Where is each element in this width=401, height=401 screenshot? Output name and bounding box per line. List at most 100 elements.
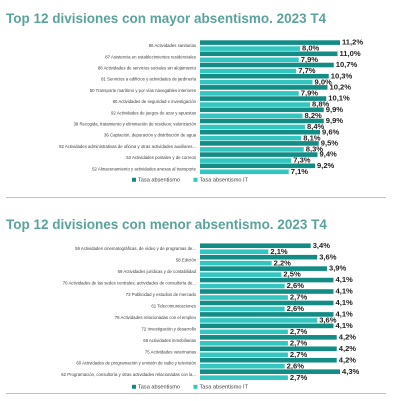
data-label: 2,7%	[290, 350, 308, 359]
category-label: 58 Edición	[176, 258, 197, 263]
data-label: 7,3%	[293, 156, 311, 165]
category-label: 53 Actividades postales y de correos	[126, 155, 196, 160]
data-label: 2,5%	[283, 270, 301, 279]
bar-tasa-absentismo-it	[200, 169, 289, 175]
data-label: 4,1%	[335, 298, 353, 307]
category-label: 52 Almacenamiento y actividades anexas a…	[92, 166, 197, 171]
data-label: 9,9%	[326, 116, 344, 125]
data-label: 9,9%	[326, 105, 344, 114]
bar-tasa-absentismo-it	[200, 57, 299, 63]
bar-tasa-absentismo-it	[200, 68, 297, 74]
chart-title-bottom: Top 12 divisiones con menor absentismo. …	[6, 217, 327, 232]
bar-tasa-absentismo	[200, 118, 324, 124]
data-label: 3,6%	[319, 316, 337, 325]
data-label: 4,1%	[335, 321, 353, 330]
bar-tasa-absentismo	[200, 62, 334, 68]
data-label: 10,7%	[336, 60, 358, 69]
legend-swatch	[132, 177, 136, 182]
data-label: 11,2%	[342, 38, 363, 47]
bar-tasa-absentismo-it	[200, 102, 310, 107]
legend-swatch	[193, 384, 198, 389]
bar-tasa-absentismo-it	[200, 363, 285, 369]
bar-tasa-absentismo	[200, 323, 334, 329]
bar-tasa-absentismo-it	[200, 375, 288, 380]
data-label: 4,1%	[335, 275, 353, 284]
data-label: 8,3%	[306, 145, 324, 154]
bar-chart-top: 86 Actividades sanitarias 11,2% 8,0% 87 Asi…	[59, 38, 363, 184]
bar-tasa-absentismo-it	[200, 295, 288, 300]
category-label: 82 Actividades administrativas de oficin…	[59, 144, 196, 149]
separator-line-top	[6, 197, 386, 198]
category-label: 62 Programación, consultoría y otras act…	[61, 372, 196, 377]
category-label: 36 Captación, depuración y distribución …	[104, 133, 197, 138]
legend-swatch	[132, 384, 136, 389]
category-label: 88 Actividades de servicios sociales sin…	[98, 66, 197, 71]
bar-tasa-absentismo	[200, 85, 328, 90]
bar-tasa-absentismo	[200, 312, 334, 317]
category-label: 50 Transporte marítimo y por vías navega…	[90, 88, 196, 93]
data-label: 10,3%	[331, 71, 353, 80]
data-label: 2,6%	[287, 361, 305, 370]
data-label: 2,7%	[290, 373, 308, 382]
bar-tasa-absentismo	[200, 346, 337, 352]
data-label: 8,1%	[303, 133, 321, 142]
category-label: 68 Actividades inmobiliarias	[143, 338, 196, 343]
bar-tasa-absentismo	[200, 163, 315, 169]
data-label: 7,9%	[301, 89, 319, 98]
legend-swatch	[193, 177, 198, 182]
category-label: 78 Actividades relacionadas con el emple…	[115, 315, 197, 320]
category-label: 87 Asistencia en establecimientos reside…	[105, 54, 196, 59]
bar-tasa-absentismo	[200, 141, 319, 146]
category-label: 61 Telecomunicaciones	[151, 303, 196, 308]
data-label: 11,0%	[340, 49, 361, 58]
legend-label: Tasa absentismo IT	[200, 385, 249, 391]
data-label: 4,2%	[339, 355, 357, 364]
bar-tasa-absentismo	[200, 335, 337, 340]
category-label: 75 Actividades veterinarias	[145, 349, 196, 354]
bar-tasa-absentismo-it	[200, 113, 303, 119]
bar-tasa-absentismo-it	[200, 135, 302, 141]
bar-tasa-absentismo-it	[200, 352, 288, 358]
data-label: 2,2%	[274, 258, 292, 267]
bar-tasa-absentismo	[200, 300, 334, 306]
bar-tasa-absentismo-it	[200, 260, 272, 266]
data-label: 2,7%	[290, 293, 308, 302]
bar-tasa-absentismo	[200, 277, 334, 283]
bar-tasa-absentismo	[200, 254, 318, 260]
bar-tasa-absentismo-it	[200, 283, 285, 289]
bar-tasa-absentismo	[200, 73, 329, 79]
bar-tasa-absentismo-it	[200, 306, 285, 312]
data-label: 8,4%	[307, 122, 325, 131]
data-label: 2,1%	[270, 247, 288, 256]
bar-tasa-absentismo	[200, 369, 340, 374]
data-label: 3,4%	[313, 241, 331, 250]
category-label: 86 Actividades sanitarias	[149, 43, 196, 48]
bar-tasa-absentismo-it	[200, 147, 304, 152]
bar-tasa-absentismo-it	[200, 79, 313, 85]
bar-tasa-absentismo	[200, 152, 318, 157]
bar-tasa-absentismo-it	[200, 124, 305, 130]
category-label: 38 Recogida, tratamiento y eliminación d…	[73, 122, 196, 127]
category-label: 80 Actividades de seguridad e investigac…	[113, 99, 197, 104]
data-label: 10,1%	[328, 94, 350, 103]
data-label: 9,4%	[320, 150, 338, 159]
data-label: 9,5%	[321, 139, 339, 148]
bar-chart-bottom: 59 Actividades cinematográficas, de víde…	[61, 241, 359, 391]
bar-tasa-absentismo-it	[200, 341, 288, 346]
data-label: 2,7%	[290, 338, 308, 347]
data-label: 2,6%	[287, 281, 305, 290]
data-label: 2,6%	[287, 304, 305, 313]
data-label: 7,7%	[298, 66, 316, 75]
data-label: 4,1%	[335, 310, 353, 319]
bar-tasa-absentismo-it	[200, 158, 292, 163]
data-label: 4,2%	[339, 332, 357, 341]
data-label: 4,1%	[335, 287, 353, 296]
bar-tasa-absentismo-it	[200, 249, 269, 255]
category-label: 69 Actividades jurídicas y de contabilid…	[118, 269, 197, 274]
chart-title-top: Top 12 divisiones con mayor absentismo. …	[6, 11, 327, 26]
bar-tasa-absentismo-it	[200, 318, 318, 323]
category-label: 59 Actividades cinematográficas, de víde…	[75, 246, 196, 251]
chart-panel-bottom: Top 12 divisiones con menor absentismo. …	[0, 200, 401, 401]
data-label: 7,9%	[301, 55, 319, 64]
bar-tasa-absentismo	[200, 129, 320, 135]
